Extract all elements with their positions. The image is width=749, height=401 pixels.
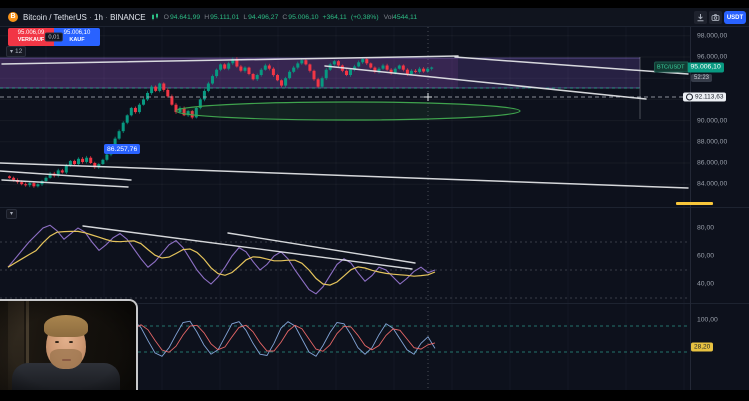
buy-button[interactable]: 95.006,10 KAUF [54,28,100,46]
letterbox-bottom [0,390,749,401]
trendline[interactable] [227,232,416,264]
pane-divider[interactable] [0,207,749,208]
person-body [12,363,120,392]
legend-count: 12 [15,48,23,55]
price-axis[interactable]: 98.000,00 96.000,00 90.000,00 88.000,00 86.0… [690,27,749,390]
support-ellipse-drawing[interactable] [175,101,521,121]
bitcoin-logo-icon: B [8,12,18,22]
trendline[interactable] [1,179,129,188]
legend-collapse-pill[interactable]: ▾ 12 [6,46,27,57]
rsi-line [7,224,436,295]
person-mouth [62,359,71,361]
person-eye [55,341,59,343]
stoch-value-label: 28,20 [691,342,714,352]
trendline[interactable] [324,65,647,100]
trendline[interactable] [0,162,689,189]
axis-label: 88.000,00 [697,138,728,146]
axis-label: 84.000,00 [697,180,728,188]
axis-label: 98.000,00 [697,32,728,40]
webcam-wall-edge [26,301,29,392]
candlestick-series [8,57,434,188]
person-beard [50,349,82,369]
high-value: H95.111,01 [204,13,240,21]
interval-text: 1h [94,12,103,22]
axis-label: 86.000,00 [697,159,728,167]
ohlc-values: O94.641,99 H95.111,01 L94.496,27 C95.006… [164,14,379,21]
sell-price: 95.006,09 [17,29,45,36]
trendline[interactable] [0,170,132,181]
bar-countdown-label: 52:23 [691,74,713,82]
exchange-text: BINANCE [110,12,146,22]
last-price-label-row[interactable]: BTC/USDT 95.006,10 [654,61,724,73]
alert-price-label[interactable]: 92.113,63 [683,92,727,102]
download-icon [697,14,704,22]
crosshair [424,27,432,390]
low-value: L94.496,27 [243,13,279,21]
letterbox-top [0,0,749,8]
change-value: +364,11 [322,13,347,21]
usdt-button[interactable]: USDT [724,11,746,24]
change-pct-value: (+0,38%) [350,13,379,21]
rsi-ma-line [7,230,436,286]
axis-label: 40,00 [697,280,715,288]
pane-divider[interactable] [0,303,749,304]
trendline[interactable] [454,56,689,75]
chart-toolbar: B Bitcoin / TetherUS · 1h · BINANCE O94.… [0,8,749,27]
separator: · [89,12,92,22]
screenshot-button[interactable] [709,11,722,24]
buy-price: 95.006,10 [63,29,91,36]
sell-label: VERKAUF [17,37,45,44]
axis-label: 96.000,00 [697,53,728,61]
yellow-line-drawing[interactable] [676,202,713,205]
webcam-background-wall [8,301,24,392]
rsi-pane [0,224,690,299]
spread-value: 0,01 [44,32,64,42]
chevron-down-icon: ▾ [10,48,14,55]
clock-icon [686,93,693,101]
grid [0,35,690,185]
trendline[interactable] [1,55,459,65]
webcam-overlay [0,299,138,392]
camera-icon [711,14,720,21]
trendline[interactable] [82,225,413,270]
buy-label: KAUF [69,37,85,44]
symbol-title[interactable]: Bitcoin / TetherUS · 1h · BINANCE [23,13,146,22]
buy-sell-widget: 95.006,09 VERKAUF 95.006,10 KAUF 0,01 [8,28,100,46]
price-drawing-label[interactable]: 86.257,76 [104,144,141,154]
axis-label: 80,00 [697,224,715,232]
chevron-down-icon: ▾ [10,211,14,217]
alert-price-text: 92.113,63 [695,93,724,101]
person-eye [69,341,73,343]
last-price-label: 95.006,10 [687,62,724,72]
open-value: O94.641,99 [163,13,201,21]
person-hair [44,315,88,337]
separator: · [105,12,108,22]
candles-icon [151,13,158,21]
person-head [46,319,86,369]
close-value: C95.006,10 [282,13,319,21]
sell-button[interactable]: 95.006,09 VERKAUF [8,28,54,46]
indicator-collapse-pill[interactable]: ▾ [6,209,18,219]
axis-label: 100,00 [697,316,718,324]
axis-label: 60,00 [697,252,715,260]
symbol-name-text: Bitcoin / TetherUS [23,12,87,22]
volume-value: Vol4544,11 [383,13,418,21]
axis-label: 90.000,00 [697,117,728,125]
trendline-drawings [0,55,689,189]
symbol-tag: BTC/USDT [654,61,688,73]
download-button[interactable] [694,11,707,24]
